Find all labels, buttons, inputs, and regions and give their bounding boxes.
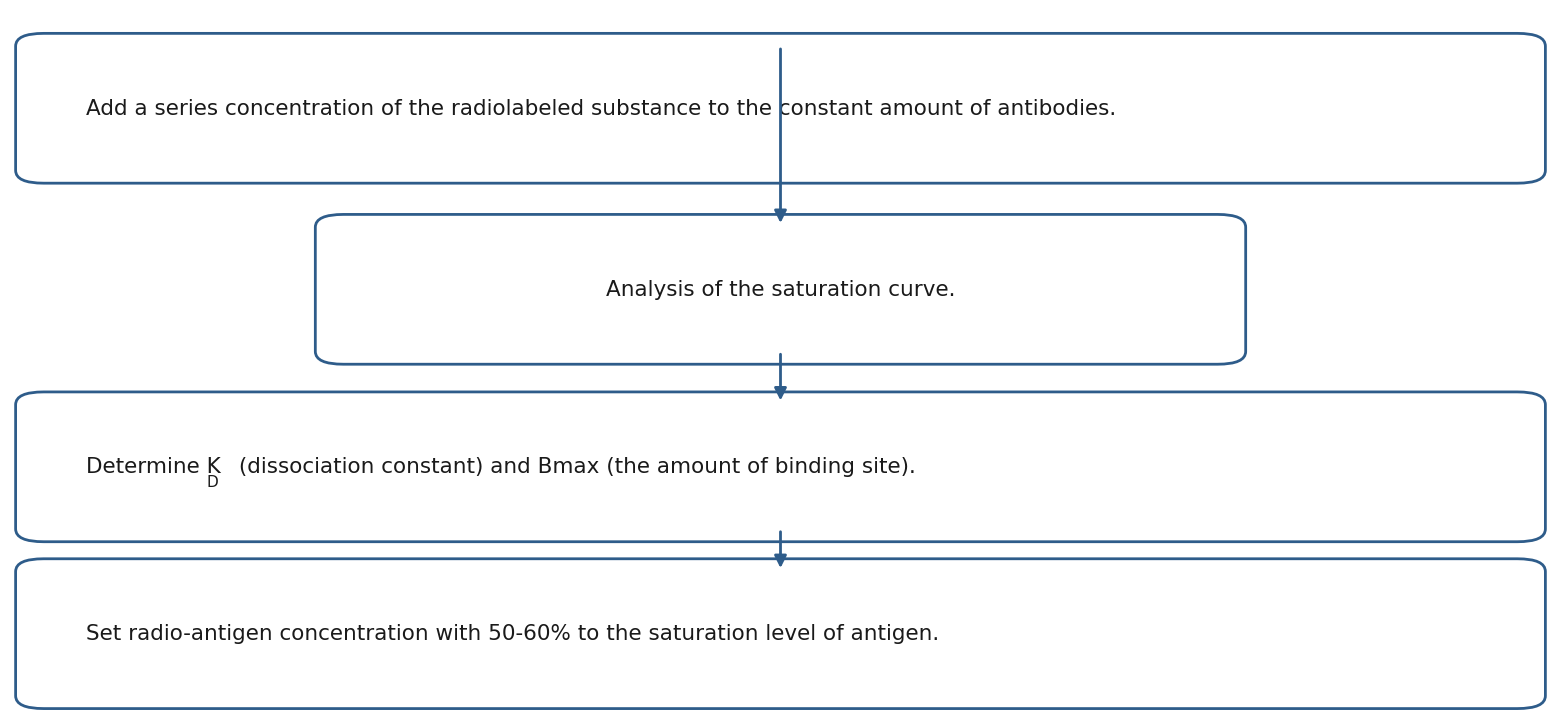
- Text: Set radio-antigen concentration with 50-60% to the saturation level of antigen.: Set radio-antigen concentration with 50-…: [86, 624, 940, 644]
- FancyBboxPatch shape: [16, 33, 1545, 183]
- Text: D: D: [206, 475, 219, 491]
- Text: Add a series concentration of the radiolabeled substance to the constant amount : Add a series concentration of the radiol…: [86, 99, 1116, 119]
- Text: Analysis of the saturation curve.: Analysis of the saturation curve.: [606, 280, 955, 300]
- Text: (dissociation constant) and Bmax (the amount of binding site).: (dissociation constant) and Bmax (the am…: [231, 457, 916, 477]
- Text: Determine K: Determine K: [86, 457, 220, 477]
- FancyBboxPatch shape: [16, 559, 1545, 709]
- FancyBboxPatch shape: [315, 214, 1246, 364]
- FancyBboxPatch shape: [16, 392, 1545, 542]
